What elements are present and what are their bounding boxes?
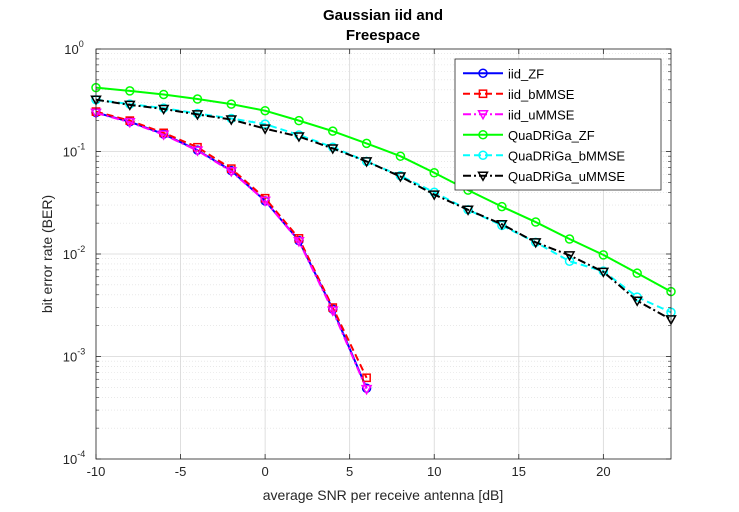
data-point	[125, 86, 135, 96]
data-point	[293, 132, 305, 143]
data-point	[429, 168, 439, 178]
data-point	[225, 167, 238, 178]
data-point	[294, 115, 304, 126]
data-point	[361, 138, 372, 149]
x-tick-label: 0	[262, 464, 269, 479]
data-point	[157, 130, 170, 141]
legend-label: iid_bMMSE	[508, 87, 575, 102]
legend-marker	[478, 130, 488, 140]
data-point	[530, 217, 541, 227]
x-axis-tick-labels: -10 -5 0 5 10 15 20	[87, 464, 611, 479]
legend-label: QuaDRiGa_ZF	[508, 128, 595, 143]
chart-title-line-2: Freespace	[346, 27, 420, 44]
series-layer	[90, 82, 677, 396]
data-point	[497, 201, 507, 212]
data-point	[598, 250, 609, 260]
x-tick-label: 20	[596, 464, 610, 479]
legend-item: QuaDRiGa_uMMSE	[463, 169, 625, 184]
data-point	[158, 89, 169, 100]
data-point	[293, 237, 305, 248]
legend-item: iid_ZF	[463, 66, 544, 81]
data-point	[564, 234, 575, 244]
x-tick-label: -5	[175, 464, 187, 479]
data-point	[360, 384, 373, 396]
legend-label: iid_ZF	[508, 66, 544, 81]
data-point	[259, 124, 271, 135]
legend-marker	[477, 110, 489, 121]
axis-ticks	[95, 48, 671, 460]
data-point	[124, 117, 136, 129]
legend-item: iid_uMMSE	[463, 107, 575, 122]
data-point	[226, 99, 237, 109]
y-tick-label: 10-3	[63, 347, 85, 365]
data-point	[428, 190, 441, 201]
data-point	[496, 220, 508, 231]
y-axis-tick-labels: 10-4 10-3 10-2 10-1 100	[63, 39, 85, 467]
data-point	[631, 296, 643, 307]
series-line	[95, 98, 672, 321]
legend-marker	[478, 150, 488, 160]
legend-label: QuaDRiGa_bMMSE	[508, 148, 625, 163]
series-QuaDRiGa_uMMSE	[90, 95, 677, 326]
data-point	[360, 157, 373, 168]
x-tick-label: -10	[87, 464, 106, 479]
chart-title: Gaussian iid and Freespace	[323, 7, 443, 44]
data-point	[564, 256, 575, 266]
data-point	[259, 196, 271, 207]
data-point	[192, 94, 203, 104]
x-tick-label: 15	[512, 464, 526, 479]
data-point	[632, 268, 642, 278]
series-line	[95, 111, 368, 390]
data-point	[191, 146, 204, 157]
data-point	[597, 267, 610, 278]
chart-title-line-1: Gaussian iid and	[323, 7, 443, 24]
data-point	[157, 104, 170, 115]
legend-marker	[477, 171, 489, 182]
data-point	[328, 126, 338, 136]
y-axis-label: bit error rate (BER)	[39, 195, 55, 313]
data-point	[260, 105, 270, 116]
legend-box	[454, 58, 662, 191]
x-tick-label: 5	[346, 464, 353, 479]
data-point	[395, 151, 406, 161]
series-line	[95, 86, 672, 293]
series-line	[95, 98, 672, 314]
data-point	[191, 110, 204, 121]
data-point	[362, 373, 371, 383]
legend-label: iid_uMMSE	[508, 107, 575, 122]
legend-item: QuaDRiGa_bMMSE	[463, 148, 625, 163]
y-tick-label: 100	[64, 39, 83, 57]
legend-marker	[478, 89, 488, 99]
series-line	[95, 110, 368, 379]
data-point	[225, 115, 238, 126]
legend-item: iid_bMMSE	[463, 87, 575, 102]
x-axis-label: average SNR per receive antenna [dB]	[263, 487, 503, 503]
data-point	[563, 251, 576, 262]
legend-label: QuaDRiGa_uMMSE	[508, 169, 625, 184]
y-tick-label: 10-1	[63, 142, 85, 160]
legend-item: QuaDRiGa_ZF	[463, 128, 595, 143]
data-point	[124, 100, 136, 111]
data-point	[326, 306, 339, 317]
data-point	[326, 144, 339, 155]
data-point	[462, 205, 474, 216]
x-tick-label: 10	[427, 464, 441, 479]
legend-marker	[478, 68, 488, 78]
data-point	[394, 172, 407, 183]
data-point	[529, 238, 542, 249]
y-tick-label: 10-2	[63, 244, 85, 262]
legend: iid_ZF iid_bMMSE iid_uMMSE QuaDRiGa_ZF QuaDR…	[454, 58, 662, 191]
y-tick-label: 10-4	[63, 449, 85, 467]
